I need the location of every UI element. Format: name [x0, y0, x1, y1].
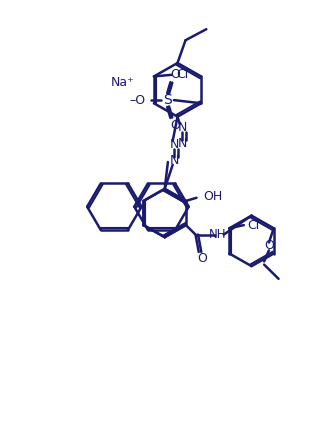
Text: OH: OH: [203, 190, 223, 203]
Text: NH: NH: [209, 228, 227, 241]
Text: Cl: Cl: [247, 218, 259, 231]
Text: O: O: [171, 69, 181, 81]
Text: Cl: Cl: [177, 69, 189, 81]
Text: N: N: [178, 121, 187, 134]
Text: O: O: [264, 239, 274, 252]
Text: O: O: [197, 252, 207, 265]
Text: N: N: [170, 154, 179, 167]
Text: O: O: [171, 119, 181, 132]
Text: N: N: [170, 138, 179, 151]
Text: Na⁺: Na⁺: [111, 76, 134, 89]
Text: N: N: [178, 137, 187, 150]
Text: –O: –O: [129, 93, 145, 107]
Text: S: S: [163, 93, 172, 107]
